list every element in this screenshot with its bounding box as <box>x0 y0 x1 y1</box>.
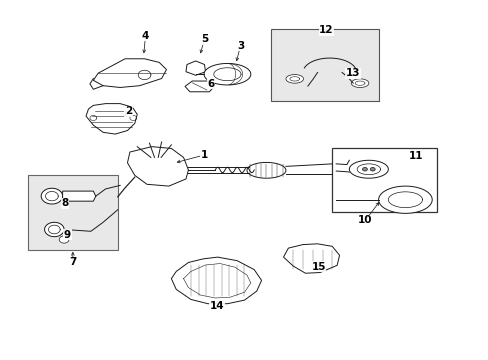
Polygon shape <box>93 59 166 87</box>
Polygon shape <box>283 244 339 273</box>
Polygon shape <box>185 61 205 75</box>
Polygon shape <box>184 81 214 92</box>
Polygon shape <box>62 191 96 201</box>
Text: 12: 12 <box>319 26 333 35</box>
Text: 11: 11 <box>408 150 423 161</box>
Polygon shape <box>44 222 64 237</box>
Text: 3: 3 <box>237 41 244 50</box>
Polygon shape <box>369 167 374 171</box>
Text: 5: 5 <box>201 34 208 44</box>
Text: 6: 6 <box>207 79 215 89</box>
Polygon shape <box>59 236 69 243</box>
Text: 7: 7 <box>69 257 77 267</box>
Text: 15: 15 <box>311 262 325 272</box>
Polygon shape <box>378 186 431 213</box>
Text: 13: 13 <box>345 68 359 78</box>
Polygon shape <box>127 147 188 186</box>
Polygon shape <box>285 75 303 83</box>
Polygon shape <box>41 188 62 204</box>
Text: 2: 2 <box>124 106 132 116</box>
Polygon shape <box>171 257 261 304</box>
Text: 8: 8 <box>61 198 68 208</box>
Polygon shape <box>350 79 368 87</box>
Polygon shape <box>203 63 250 85</box>
Text: 14: 14 <box>209 301 224 311</box>
Bar <box>271 30 378 101</box>
Text: 9: 9 <box>64 230 71 239</box>
Text: 1: 1 <box>201 150 208 160</box>
Polygon shape <box>246 162 285 178</box>
Polygon shape <box>86 104 137 134</box>
Polygon shape <box>362 167 366 171</box>
Bar <box>27 175 118 250</box>
Text: 4: 4 <box>142 31 149 41</box>
Text: 10: 10 <box>357 215 372 225</box>
Bar <box>331 148 436 212</box>
Polygon shape <box>348 160 387 178</box>
